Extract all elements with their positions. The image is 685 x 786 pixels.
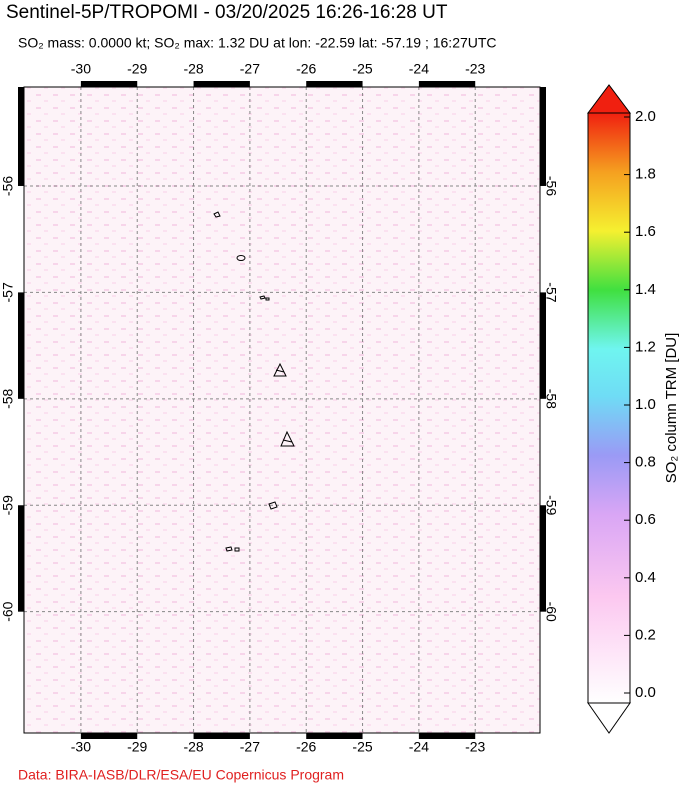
colorbar-tick-label: 0.0: [635, 684, 656, 701]
frame-bar: [306, 733, 363, 739]
frame-bar: [418, 733, 476, 739]
colorbar: SO₂ column TRM [DU] 0.0 0.2 0.4 0.6 0.8 1.0 1.…: [587, 84, 680, 734]
y-tick-label: -57: [543, 282, 559, 302]
colorbar-tick-label: 0.6: [635, 511, 656, 528]
frame-bar: [80, 81, 138, 87]
y-tick-label: -56: [543, 176, 559, 196]
frame-bar: [80, 733, 138, 739]
x-tick-label: -28: [183, 61, 203, 77]
contours: [213, 211, 295, 552]
x-tick-label: -26: [296, 61, 316, 77]
y-tick-label: -59: [543, 495, 559, 515]
frame-bar: [18, 87, 24, 186]
frame-bar: [306, 81, 363, 87]
frame-bars: [18, 81, 546, 739]
y-tick-label: -58: [0, 388, 16, 408]
colorbar-tick-label: 2.0: [635, 108, 656, 125]
y-tick-label: -60: [543, 602, 559, 622]
frame-bar: [540, 292, 546, 399]
frame-bar: [193, 81, 250, 87]
map-frame: [23, 86, 541, 734]
y-tick-label: -56: [0, 176, 16, 196]
x-tick-label: -23: [465, 739, 485, 755]
grid: [24, 87, 540, 733]
colorbar-tick-label: 1.4: [635, 281, 656, 298]
x-tick-label: -26: [296, 739, 316, 755]
frame-bar: [18, 505, 24, 612]
colorbar-tick-label: 1.6: [635, 223, 656, 240]
x-tick-label: -29: [127, 61, 147, 77]
colorbar-bottom: [587, 702, 631, 734]
y-tick-label: -60: [0, 601, 16, 621]
y-tick-label: -58: [543, 389, 559, 409]
subtitle: SO₂ mass: 0.0000 kt; SO₂ max: 1.32 DU at…: [18, 35, 497, 51]
x-tick-label: -30: [71, 739, 91, 755]
x-tick-label: -25: [352, 739, 372, 755]
x-tick-label: -30: [71, 61, 91, 77]
colorbar-tick-label: 0.8: [635, 454, 656, 471]
x-tick-label: -24: [409, 739, 429, 755]
colorbar-tick-label: 0.4: [635, 569, 656, 586]
colorbar-tick-label: 1.2: [635, 338, 656, 355]
colorbar-bar: [587, 112, 631, 704]
credit: Data: BIRA-IASB/DLR/ESA/EU Copernicus Pr…: [18, 767, 344, 783]
title: Sentinel-5P/TROPOMI - 03/20/2025 16:26-1…: [6, 2, 448, 23]
colorbar-tick-label: 1.8: [635, 166, 656, 183]
y-tick-label: -57: [0, 282, 16, 302]
map-area: [24, 87, 540, 733]
colorbar-top: [587, 84, 631, 114]
colorbar-tick-label: 0.2: [635, 626, 656, 643]
x-tick-label: -24: [409, 61, 429, 77]
colorbar-tick-label: 1.0: [635, 396, 656, 413]
x-tick-label: -27: [240, 61, 260, 77]
x-tick-label: -25: [352, 61, 372, 77]
colorbar-label: SO₂ column TRM [DU]: [663, 333, 680, 484]
frame-bar: [418, 81, 476, 87]
frame-bar: [193, 733, 250, 739]
y-tick-label: -59: [0, 495, 16, 515]
frame-bar: [540, 505, 546, 612]
frame-bar: [540, 87, 546, 186]
frame-bar: [18, 292, 24, 399]
x-tick-label: -23: [465, 61, 485, 77]
x-tick-label: -28: [183, 739, 203, 755]
x-tick-label: -29: [127, 739, 147, 755]
x-tick-label: -27: [240, 739, 260, 755]
